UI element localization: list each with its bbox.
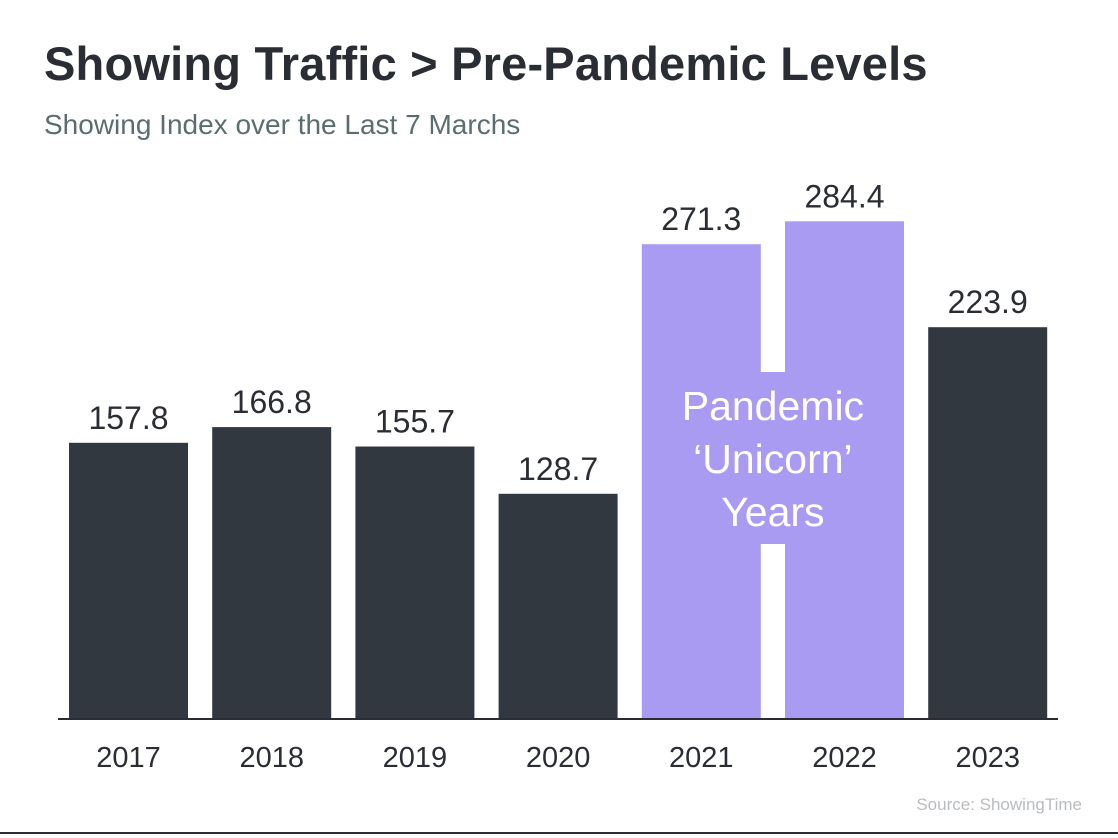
x-tick-label-2017: 2017 (96, 742, 161, 774)
chart-subtitle: Showing Index over the Last 7 Marchs (44, 109, 521, 140)
x-tick-label-2019: 2019 (383, 742, 448, 774)
x-tick-label-2021: 2021 (669, 742, 734, 774)
x-tick-label-2018: 2018 (239, 742, 304, 774)
x-tick-label-2023: 2023 (955, 742, 1020, 774)
chart-title: Showing Traffic > Pre-Pandemic Levels (44, 37, 928, 90)
bar-2017 (69, 442, 188, 719)
value-label-2020: 128.7 (518, 451, 598, 487)
bar-2023 (928, 327, 1048, 719)
bar-2019 (355, 446, 475, 719)
annotation-pandemic-unicorn-years: Pandemic ‘Unicorn’ Years (682, 383, 864, 535)
source-note: Source: ShowingTime (916, 795, 1082, 814)
bars (69, 221, 1048, 720)
bar-2022 (785, 221, 904, 720)
bar-2020 (498, 493, 618, 719)
annotation-bridge (759, 372, 786, 544)
value-label-2022: 284.4 (804, 178, 884, 214)
value-label-2023: 223.9 (948, 284, 1028, 320)
bar-2018 (212, 427, 332, 719)
x-tick-labels: 2017 2018 2019 2020 2021 2022 2023 (96, 742, 1020, 774)
value-label-2021: 271.3 (661, 201, 741, 237)
bar-2021 (641, 244, 761, 719)
bottom-divider (0, 832, 1118, 834)
annotation-line-2: ‘Unicorn’ (693, 436, 853, 482)
x-tick-label-2020: 2020 (526, 742, 591, 774)
value-label-2018: 166.8 (232, 384, 312, 420)
value-labels: 157.8 166.8 155.7 128.7 271.3 284.4 223.9 (88, 178, 1028, 487)
value-label-2017: 157.8 (88, 400, 168, 436)
x-tick-label-2022: 2022 (812, 742, 877, 774)
annotation-line-1: Pandemic (682, 383, 864, 429)
value-label-2019: 155.7 (375, 404, 455, 440)
annotation-line-3: Years (721, 489, 824, 535)
